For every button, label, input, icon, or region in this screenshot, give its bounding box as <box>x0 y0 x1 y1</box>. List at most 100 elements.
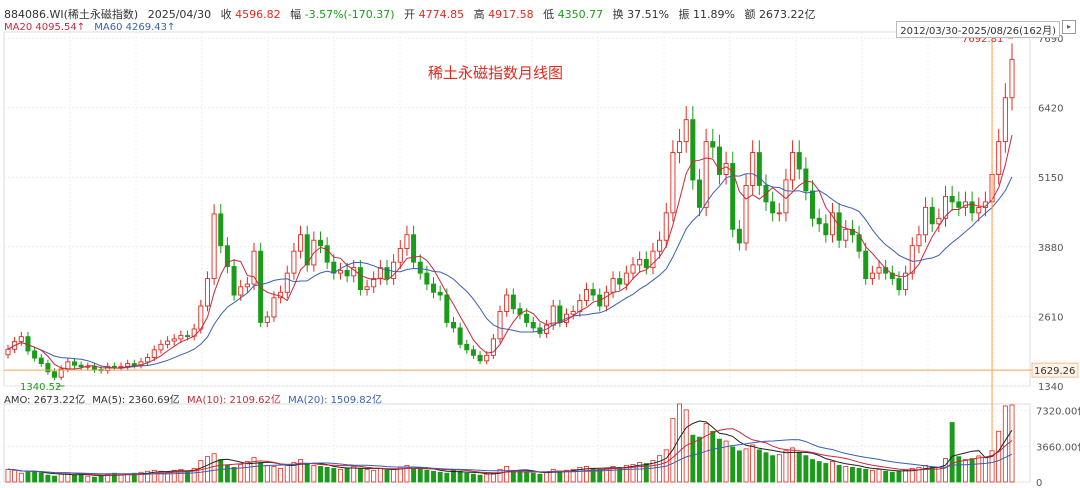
candle-up <box>677 141 683 154</box>
volume-legend: AMO: 2673.22亿 MA(5): 2360.69亿 MA(10): 21… <box>4 391 386 406</box>
candle-down <box>736 228 742 244</box>
candle-down <box>431 283 437 293</box>
candle-up <box>151 349 157 358</box>
candle-up <box>790 152 796 181</box>
volume-bar-up <box>284 464 290 483</box>
candle-down <box>218 213 224 247</box>
volume-bar-down <box>816 461 822 483</box>
candle-down <box>411 234 417 263</box>
volume-bar-up <box>584 465 589 483</box>
candle-up <box>397 248 403 263</box>
open-label: 开 <box>404 8 416 21</box>
amount-label: 额 <box>744 8 756 21</box>
volume-bar-down <box>38 472 44 483</box>
volume-bar-down <box>716 438 722 483</box>
candle-down <box>810 190 816 219</box>
candle-up <box>238 286 244 296</box>
amount-value: 2673.22亿 <box>758 8 816 21</box>
volume-bar-up <box>118 474 124 483</box>
low-label: 低 <box>543 8 555 21</box>
candle-up <box>703 141 709 208</box>
candle-down <box>803 168 809 192</box>
volume-bar-down <box>424 469 430 483</box>
volume-bar-up <box>909 467 915 483</box>
candle-up <box>497 311 503 340</box>
volume-bar-down <box>710 430 716 483</box>
expand-icon[interactable]: ▸ <box>1062 20 1076 34</box>
volume-bar-up <box>364 468 370 483</box>
candle-down <box>716 146 722 175</box>
volume-bar-down <box>318 465 323 483</box>
volume-bar-up <box>830 461 835 483</box>
candle-down <box>510 294 516 310</box>
candle-up <box>996 141 1002 175</box>
candle-down <box>696 179 703 208</box>
volume-bar-down <box>730 446 736 483</box>
volume-bar-up <box>337 468 343 483</box>
candle-down <box>863 250 869 280</box>
volume-ma5-line <box>7 420 1013 477</box>
volume-bar-down <box>889 471 895 483</box>
amo-legend: AMO: 2673.22亿 <box>4 395 86 406</box>
candle-down <box>32 350 38 359</box>
volume-bar-down <box>949 422 955 483</box>
candle-down <box>617 278 623 285</box>
volume-bar-up <box>138 471 144 483</box>
volume-bar-down <box>331 467 337 483</box>
vol-ma20-legend: MA(20): 1509.82亿 <box>288 395 382 406</box>
candle-down <box>643 258 649 269</box>
volume-bar-down <box>431 470 436 483</box>
candle-up <box>583 289 589 301</box>
volume-bar-up <box>637 462 643 483</box>
candle-down <box>424 272 430 285</box>
volume-bar-up <box>903 469 909 483</box>
candle-up <box>903 272 909 291</box>
candle-down <box>38 357 44 364</box>
volume-bar-up <box>377 467 383 483</box>
candle-down <box>317 239 324 247</box>
candle-up <box>484 354 490 362</box>
volume-bar-up <box>278 467 284 483</box>
volume-bar-up <box>198 460 204 483</box>
volume-bar-up <box>570 468 576 483</box>
index-code: 884086.WI(稀土永磁指数) <box>4 8 139 21</box>
volume-bar-up <box>936 466 942 483</box>
vol-ma10-legend: MA(10): 2109.62亿 <box>187 395 281 406</box>
candle-down <box>889 272 895 280</box>
volume-bar-up <box>982 457 988 483</box>
candle-down <box>357 267 363 291</box>
volume-bar-down <box>863 468 869 483</box>
candle-up <box>337 269 343 274</box>
volume-bar-down <box>896 470 902 483</box>
volume-bar-up <box>996 430 1002 483</box>
ma60-legend: MA60 4269.43↑ <box>94 22 176 33</box>
volume-bar-down <box>756 449 762 483</box>
volume-bar-up <box>776 454 782 483</box>
candle-down <box>969 201 975 214</box>
volume-bar-down <box>52 475 58 483</box>
volume-bar-up <box>743 448 749 483</box>
volume-bar-down <box>464 472 470 483</box>
candle-down <box>956 201 962 208</box>
volume-bar-up <box>58 473 64 483</box>
candle-down <box>770 201 776 214</box>
candle-up <box>750 152 756 186</box>
volume-ma10-line <box>7 428 1013 476</box>
volume-bar-up <box>145 470 151 483</box>
volume-bar-down <box>796 452 802 483</box>
volume-bar-up <box>723 440 729 483</box>
volume-bar-down <box>231 466 237 483</box>
volume-bar-down <box>849 466 855 483</box>
volume-bar-down <box>72 474 77 483</box>
candle-up <box>663 212 669 241</box>
volume-bar-up <box>843 465 849 483</box>
date-range-selector[interactable]: 2012/03/30-2025/08/26(162月) <box>896 21 1060 38</box>
candle-up <box>377 267 383 280</box>
volume-ma20-line <box>7 439 1013 475</box>
candle-up <box>165 340 171 345</box>
candle-up <box>251 250 257 285</box>
candle-down <box>896 278 902 291</box>
candle-up <box>211 213 217 280</box>
volume-bar-up <box>790 447 796 483</box>
volume-bar-up <box>271 465 277 483</box>
